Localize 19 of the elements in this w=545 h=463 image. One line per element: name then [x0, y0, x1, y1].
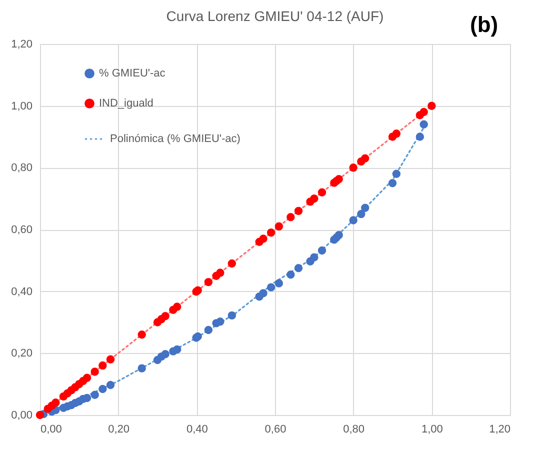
legend-label: IND_iguald: [99, 98, 154, 110]
legend-label: Polinómica (% GMIEU'-ac): [110, 133, 240, 145]
x-tick-label: 1,00: [421, 424, 443, 436]
x-tick-label: 0,20: [108, 424, 130, 436]
y-tick-label: 0,20: [11, 348, 32, 360]
x-tick-label: 1,20: [489, 424, 510, 436]
x-tick-label: 0,00: [40, 424, 62, 436]
y-tick-label: 1,00: [11, 100, 32, 112]
x-tick-label: 0,60: [264, 424, 286, 436]
legend-label: % GMIEU'-ac: [99, 68, 166, 80]
text: (b): [470, 12, 498, 38]
y-tick-label: 0,60: [11, 224, 32, 236]
x-tick-label: 0,40: [186, 424, 208, 436]
y-tick-label: 1,20: [11, 38, 32, 50]
y-tick-label: 0,40: [11, 286, 32, 298]
x-tick-label: 0,80: [343, 424, 365, 436]
y-tick-label: 0,80: [11, 162, 32, 174]
y-tick-label: 0,00: [11, 410, 32, 422]
chart-title: Curva Lorenz GMIEU' 04-12 (AUF): [166, 8, 384, 24]
